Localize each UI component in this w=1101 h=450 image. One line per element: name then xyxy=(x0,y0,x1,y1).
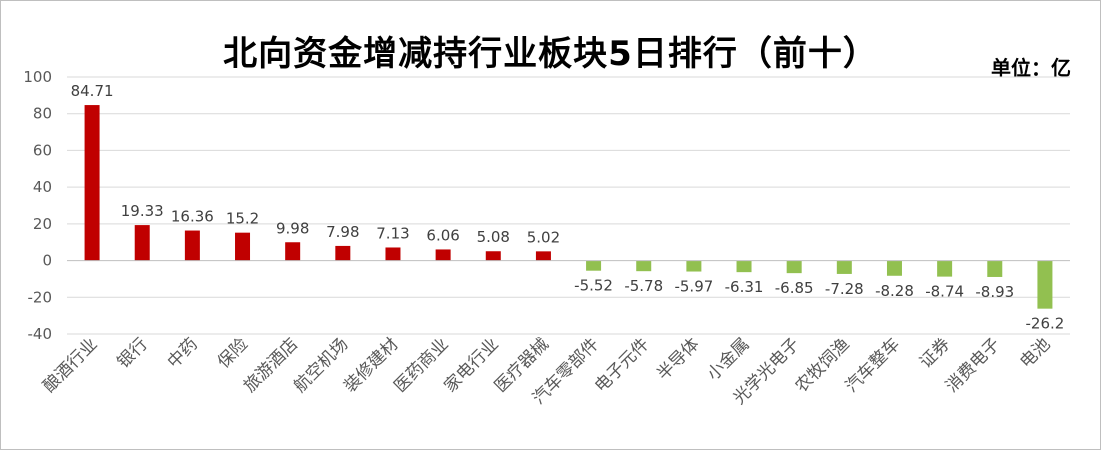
x-tick-label: 酿酒行业 xyxy=(39,334,101,396)
data-label: -8.74 xyxy=(925,283,964,301)
bar xyxy=(886,260,902,276)
data-label: 5.02 xyxy=(527,228,560,246)
data-label: -8.28 xyxy=(875,282,914,300)
x-tick-label: 半导体 xyxy=(653,334,703,384)
x-tick-label: 证券 xyxy=(916,334,954,372)
bar xyxy=(134,225,150,261)
bar xyxy=(184,230,200,261)
data-label: -7.28 xyxy=(825,280,864,298)
x-tick-label: 家电行业 xyxy=(441,334,503,396)
data-labels: 84.71 19.33 16.36 15.2 9.98 7.98 7.13 6.06 5.08 5… xyxy=(71,82,1065,333)
data-label: 7.13 xyxy=(376,224,409,242)
x-tick-label: 电子元件 xyxy=(591,334,653,396)
data-label: -26.2 xyxy=(1026,315,1065,333)
data-label: -8.93 xyxy=(975,283,1014,301)
y-tick-label: 20 xyxy=(33,215,52,233)
bar xyxy=(535,251,551,261)
x-tick-label: 汽车整车 xyxy=(842,334,904,396)
data-label: -6.85 xyxy=(775,279,814,297)
y-tick-label: -20 xyxy=(28,288,53,306)
bar xyxy=(736,260,752,273)
bars xyxy=(84,105,1053,309)
y-tick-label: 80 xyxy=(33,105,52,123)
bar xyxy=(586,260,602,271)
x-tick-label: 旅游酒店 xyxy=(240,334,302,396)
data-label: -5.78 xyxy=(624,277,663,295)
data-label: 84.71 xyxy=(71,82,114,100)
x-tick-label: 保险 xyxy=(214,334,252,372)
bar xyxy=(836,260,852,274)
data-label: 7.98 xyxy=(326,223,359,241)
bar xyxy=(636,260,652,272)
gridlines xyxy=(67,76,1070,335)
bar xyxy=(335,245,351,261)
x-tick-label: 消费电子 xyxy=(942,334,1004,396)
bar xyxy=(385,247,401,261)
y-tick-label: 100 xyxy=(23,68,52,86)
data-label: 19.33 xyxy=(121,202,164,220)
x-tick-label: 航空机场 xyxy=(290,334,352,396)
y-tick-label: 40 xyxy=(33,178,52,196)
data-label: 15.2 xyxy=(226,210,259,228)
x-axis: 酿酒行业 银行 中药 保险旅游酒店航空机场装修建材医药商业家电行业医疗器械汽车零部件电… xyxy=(39,260,1070,409)
x-tick-label: 装修建材 xyxy=(340,334,402,396)
data-label: 5.08 xyxy=(477,228,510,246)
data-label: 6.06 xyxy=(426,226,459,244)
bar xyxy=(485,251,501,261)
y-tick-label: 60 xyxy=(33,141,52,159)
y-tick-label: -40 xyxy=(28,325,53,343)
bar xyxy=(235,232,251,261)
y-axis: -40 -20 0 20 40 60 80 100 xyxy=(23,68,52,343)
y-tick-label: 0 xyxy=(42,252,52,270)
bar xyxy=(786,260,802,274)
chart-title: 北向资金增减持行业板块5日排行（前十） xyxy=(223,34,878,74)
data-label: 9.98 xyxy=(276,219,309,237)
data-label: -5.97 xyxy=(674,278,713,296)
x-tick-label: 医药商业 xyxy=(390,334,452,396)
bar xyxy=(686,260,702,272)
bar xyxy=(84,105,100,261)
x-tick-label: 中药 xyxy=(164,334,202,372)
unit-label: 单位：亿 xyxy=(991,56,1071,80)
bar xyxy=(435,249,451,261)
data-label: 16.36 xyxy=(171,208,214,226)
bar xyxy=(1037,260,1053,309)
x-tick-label: 银行 xyxy=(114,334,152,372)
bar xyxy=(987,260,1003,277)
x-tick-label: 电池 xyxy=(1016,334,1054,372)
data-label: -6.31 xyxy=(725,278,764,296)
data-label: -5.52 xyxy=(574,277,613,295)
bar xyxy=(937,260,953,277)
x-tick-label: 农牧饲渔 xyxy=(792,334,854,396)
bar xyxy=(285,242,301,261)
